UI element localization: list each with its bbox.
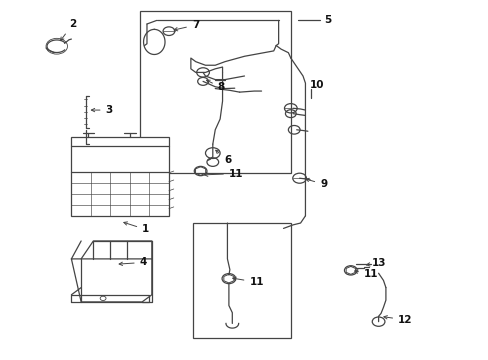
Text: 6: 6	[215, 150, 231, 165]
Text: 5: 5	[323, 15, 330, 26]
Text: 11: 11	[204, 168, 243, 179]
Text: 11: 11	[232, 277, 264, 287]
Text: 4: 4	[119, 257, 147, 267]
Text: 10: 10	[309, 80, 323, 90]
Text: 1: 1	[123, 222, 149, 234]
Text: 8: 8	[206, 80, 224, 93]
Text: 9: 9	[305, 178, 326, 189]
Text: 3: 3	[91, 105, 113, 115]
Bar	[140, 12, 290, 173]
Text: 2: 2	[61, 19, 76, 41]
Bar	[71, 137, 168, 216]
Text: 7: 7	[174, 20, 199, 31]
Text: 12: 12	[383, 315, 412, 325]
Text: 13: 13	[366, 258, 386, 268]
Bar	[193, 223, 290, 338]
Text: 11: 11	[354, 269, 378, 279]
